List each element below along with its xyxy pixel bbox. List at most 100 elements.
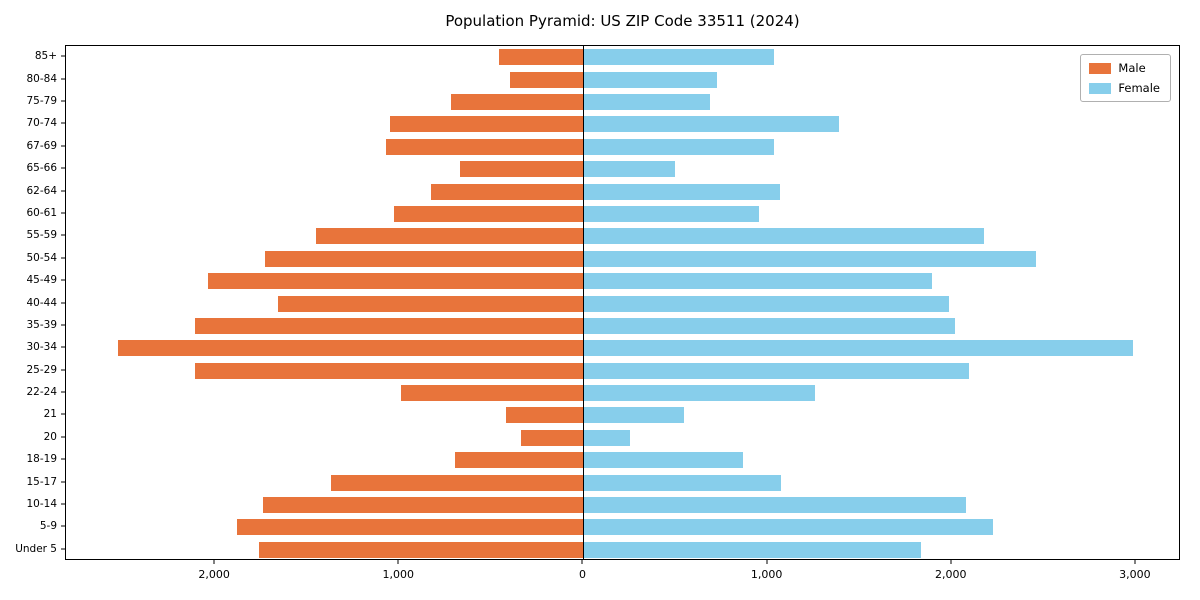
x-tick-mark (766, 560, 768, 564)
y-tick-label-62-64: 62-64 (26, 184, 57, 197)
y-tick-mark (61, 257, 65, 259)
y-tick-mark (61, 212, 65, 214)
y-tick-label-65-66: 65-66 (26, 162, 57, 175)
y-tick-mark (61, 458, 65, 460)
y-tick-label-55-59: 55-59 (26, 229, 57, 242)
y-tick-label-18-19: 18-19 (26, 453, 57, 466)
x-tick-mark (1134, 560, 1136, 564)
bar-female-75-79 (584, 93, 710, 110)
male-color-swatch (1089, 62, 1112, 74)
bar-female-45-49 (584, 273, 933, 290)
y-tick-label-85+: 85+ (34, 50, 57, 63)
bar-female-15-17 (584, 474, 782, 491)
bar-male-10-14 (263, 497, 584, 514)
y-tick-mark (61, 369, 65, 371)
bar-female-under-5 (584, 541, 922, 558)
y-tick-label-15-17: 15-17 (26, 475, 57, 488)
y-tick-mark (61, 436, 65, 438)
bar-male-55-59 (316, 228, 584, 245)
bar-female-67-69 (584, 138, 775, 155)
y-tick-mark (61, 234, 65, 236)
x-tick-mark (213, 560, 215, 564)
bar-male-85+ (498, 49, 584, 66)
bar-female-18-19 (584, 452, 743, 469)
bar-male-21 (506, 407, 584, 424)
x-tick-mark (397, 560, 399, 564)
bar-male-75-79 (450, 93, 584, 110)
bar-female-40-44 (584, 295, 950, 312)
y-tick-label-25-29: 25-29 (26, 363, 57, 376)
chart-title: Population Pyramid: US ZIP Code 33511 (2… (445, 12, 800, 30)
x-tick-label-1,000: 1,000 (750, 568, 783, 581)
y-tick-mark (61, 548, 65, 550)
legend-label-male: Male (1118, 61, 1146, 75)
bar-male-18-19 (454, 452, 584, 469)
plot-area: Male Female (65, 45, 1180, 560)
bar-male-30-34 (117, 340, 584, 357)
y-tick-label-under-5: Under 5 (15, 542, 57, 555)
bar-male-20 (520, 429, 584, 446)
bar-female-60-61 (584, 205, 760, 222)
bar-male-80-84 (509, 71, 584, 88)
x-tick-label-1,000: 1,000 (382, 568, 415, 581)
bar-female-10-14 (584, 497, 966, 514)
bar-male-25-29 (194, 362, 584, 379)
bar-male-50-54 (264, 250, 584, 267)
y-tick-label-20: 20 (43, 430, 57, 443)
y-tick-label-80-84: 80-84 (26, 72, 57, 85)
y-tick-mark (61, 302, 65, 303)
y-tick-label-45-49: 45-49 (26, 274, 57, 287)
bar-female-65-66 (584, 161, 675, 178)
bar-male-40-44 (277, 295, 584, 312)
bar-male-70-74 (390, 116, 584, 133)
y-tick-label-70-74: 70-74 (26, 117, 57, 130)
y-tick-label-67-69: 67-69 (26, 139, 57, 152)
legend-item-female: Female (1089, 81, 1160, 95)
bar-female-80-84 (584, 71, 718, 88)
x-tick-label-3,000: 3,000 (1119, 568, 1151, 581)
legend-label-female: Female (1118, 81, 1160, 95)
x-tick-label-0: 0 (578, 568, 586, 581)
y-tick-label-35-39: 35-39 (26, 318, 57, 331)
bar-female-25-29 (584, 362, 970, 379)
bar-female-70-74 (584, 116, 839, 133)
y-tick-mark (61, 122, 65, 124)
y-tick-mark (61, 324, 65, 326)
y-tick-label-5-9: 5-9 (39, 520, 57, 533)
y-tick-label-10-14: 10-14 (26, 498, 57, 511)
y-tick-mark (61, 525, 65, 527)
y-tick-label-40-44: 40-44 (26, 296, 57, 309)
legend: Male Female (1080, 54, 1171, 102)
bar-male-35-39 (194, 317, 584, 334)
bar-male-15-17 (331, 474, 584, 491)
bar-female-50-54 (584, 250, 1036, 267)
y-tick-mark (61, 78, 65, 80)
y-tick-mark (61, 413, 65, 415)
y-tick-mark (61, 190, 65, 192)
bar-male-62-64 (430, 183, 584, 200)
x-tick-label-2,000: 2,000 (934, 568, 967, 581)
bar-female-85+ (584, 49, 775, 66)
bar-female-35-39 (584, 317, 955, 334)
bar-male-45-49 (207, 273, 584, 290)
y-tick-mark (61, 100, 65, 102)
x-tick-mark (950, 560, 952, 564)
bar-female-55-59 (584, 228, 985, 245)
y-tick-label-60-61: 60-61 (26, 206, 57, 219)
y-tick-mark (61, 346, 65, 348)
bar-female-21 (584, 407, 684, 424)
y-tick-label-30-34: 30-34 (26, 341, 57, 354)
bar-female-30-34 (584, 340, 1134, 357)
y-tick-label-21: 21 (43, 408, 57, 421)
bar-male-under-5 (259, 541, 584, 558)
y-tick-mark (61, 391, 65, 393)
y-tick-mark (61, 55, 65, 57)
bar-female-62-64 (584, 183, 780, 200)
female-color-swatch (1089, 82, 1112, 94)
y-tick-label-50-54: 50-54 (26, 251, 57, 264)
y-tick-mark (61, 481, 65, 483)
x-tick-label-2,000: 2,000 (198, 568, 230, 581)
legend-item-male: Male (1089, 61, 1160, 75)
y-tick-label-22-24: 22-24 (26, 386, 57, 399)
